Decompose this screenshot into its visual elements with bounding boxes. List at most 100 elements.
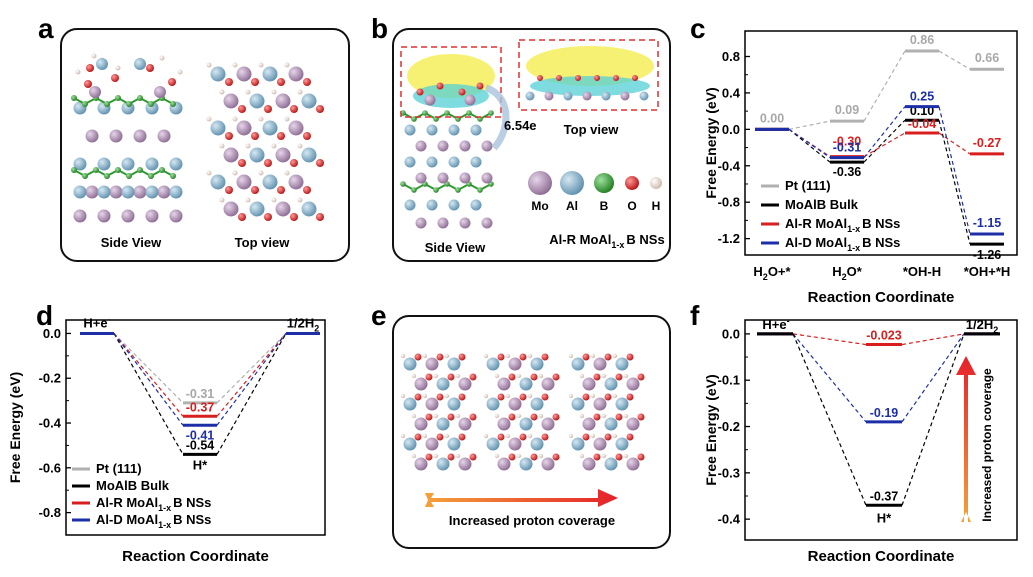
atom-al xyxy=(486,397,500,411)
atom-al xyxy=(571,357,585,371)
atom-b xyxy=(433,187,439,193)
atom-h xyxy=(91,53,97,59)
atom-o xyxy=(469,373,477,381)
atom-mo xyxy=(109,185,123,199)
atom-mo xyxy=(582,91,592,101)
category-label-part: *OH-H xyxy=(903,264,941,279)
panel-a-structure: Side View Top view xyxy=(60,28,350,262)
atom-mo xyxy=(133,185,147,199)
atom-mo xyxy=(437,172,449,184)
atom-al xyxy=(448,156,460,168)
atom-o xyxy=(316,159,324,167)
atom-o xyxy=(238,159,246,167)
atom-al xyxy=(403,357,417,371)
atom-al xyxy=(301,201,317,217)
atom-h xyxy=(483,393,489,399)
y-tick-label: -0.4 xyxy=(39,416,62,431)
category-label-sub: 2 xyxy=(763,272,768,282)
atom-h xyxy=(433,373,439,379)
atom-h xyxy=(505,393,511,399)
atom-o xyxy=(593,413,601,421)
atom-h xyxy=(568,353,574,359)
series-connector xyxy=(788,120,831,130)
atom-al xyxy=(486,437,500,451)
atom-o xyxy=(458,433,466,441)
charge-transfer-arrow xyxy=(484,84,510,151)
atom-al xyxy=(96,58,108,70)
category-label-part: H xyxy=(753,264,762,279)
atom-al xyxy=(530,397,544,411)
atom-al xyxy=(447,437,461,451)
atom-o xyxy=(277,132,285,140)
atom-o xyxy=(414,353,422,361)
atom-o xyxy=(582,433,590,441)
atom-h xyxy=(579,413,585,419)
legend-ball-o xyxy=(625,176,639,190)
atom-o xyxy=(303,78,311,86)
atom-al xyxy=(447,357,461,371)
legend-label-sub: 1-x xyxy=(158,503,171,513)
category-label-part: H* xyxy=(877,510,892,525)
atom-h xyxy=(538,453,544,459)
atom-o xyxy=(476,82,484,90)
legend-label-part: Al-D MoAl xyxy=(785,235,847,250)
atom-o xyxy=(238,105,246,113)
category-label-sub: 2 xyxy=(993,325,998,335)
series-connector xyxy=(901,333,965,506)
atom-h xyxy=(411,373,417,379)
series-connector xyxy=(216,333,287,426)
atom-o xyxy=(508,373,516,381)
atom-h xyxy=(516,373,522,379)
legend-label: Al-R MoAl1-x B NSs xyxy=(785,216,900,234)
atom-mo xyxy=(236,66,252,82)
atom-mo xyxy=(85,129,99,143)
atom-h xyxy=(623,453,629,459)
data-label: -0.27 xyxy=(973,136,1002,150)
atom-h xyxy=(483,353,489,359)
proton-coverage-arrow-f xyxy=(956,356,976,522)
atom-mo xyxy=(582,417,596,431)
atom-h xyxy=(258,116,264,122)
atom-al xyxy=(604,417,618,431)
atom-o xyxy=(458,88,466,96)
category-label-sub: - xyxy=(787,316,790,326)
atom-h xyxy=(601,413,607,419)
data-label: -0.31 xyxy=(833,141,862,155)
atom-o xyxy=(264,159,272,167)
atom-b xyxy=(466,110,472,116)
y-tick-label: -0.3 xyxy=(718,465,740,480)
series-connector xyxy=(863,132,906,158)
data-label: -0.19 xyxy=(870,406,899,420)
atom-o xyxy=(615,373,623,381)
atom-h xyxy=(258,170,264,176)
category-label: H+e- xyxy=(83,314,110,330)
atom-h xyxy=(612,433,618,439)
charge-density-region xyxy=(530,76,650,96)
atom-h xyxy=(527,433,533,439)
series-connector xyxy=(216,333,287,404)
series-connector xyxy=(113,333,184,426)
data-label: 0.09 xyxy=(835,103,859,117)
atom-o xyxy=(225,78,233,86)
atom-o xyxy=(497,433,505,441)
category-label-part: *OH+*H xyxy=(964,264,1011,279)
panel-b-top-label: Top view xyxy=(564,122,620,137)
atom-o xyxy=(593,373,601,381)
y-tick-label: -0.4 xyxy=(718,512,741,527)
series-connector xyxy=(792,333,867,346)
y-tick-label: -0.8 xyxy=(39,505,61,520)
atom-al xyxy=(436,377,450,391)
atom-h xyxy=(411,453,417,459)
atom-o xyxy=(582,393,590,401)
atom-al xyxy=(210,120,226,136)
panel-letter-c: c xyxy=(690,13,706,44)
y-axis-label: Free Energy (eV) xyxy=(7,372,23,483)
atom-al xyxy=(169,157,183,171)
y-tick-label: -0.8 xyxy=(718,195,740,210)
atom-mo xyxy=(425,397,439,411)
data-label: -1.26 xyxy=(973,248,1002,262)
category-label-part: O+* xyxy=(768,264,792,279)
atom-h xyxy=(590,433,596,439)
atom-o xyxy=(436,433,444,441)
atom-mo xyxy=(85,185,99,199)
